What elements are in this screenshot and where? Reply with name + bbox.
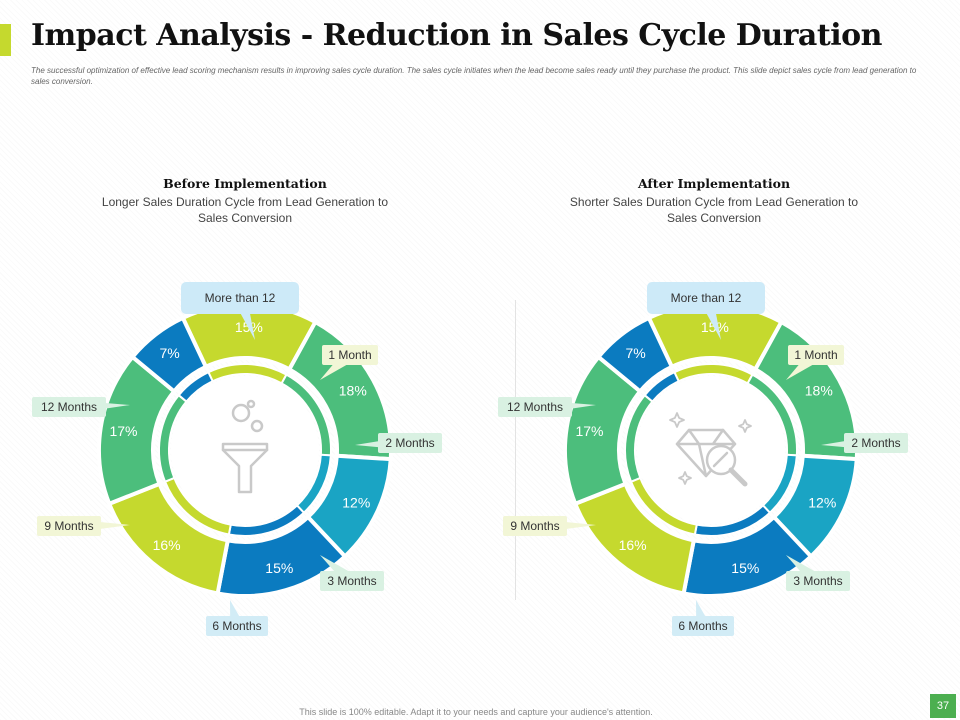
label-box-2-months	[844, 433, 908, 453]
category-label-3-months: 3 Months	[327, 574, 376, 588]
page-description: The successful optimization of effective…	[31, 66, 917, 86]
chart-after-title: After Implementation	[637, 176, 791, 191]
label-box-more-than-12	[181, 282, 299, 314]
label-box-1-month	[322, 345, 378, 365]
label-box-3-months	[786, 571, 850, 591]
category-label-1-month: 1 Month	[794, 348, 837, 362]
slice-more-than-12	[129, 315, 214, 403]
label-box-9-months	[503, 516, 567, 536]
page-title: Impact Analysis - Reduction in Sales Cyc…	[31, 18, 882, 53]
footer-note: This slide is 100% editable. Adapt it to…	[299, 707, 653, 717]
value-label-12-months: 17%	[575, 423, 603, 439]
value-label-2-months: 18%	[339, 383, 367, 399]
title-accent-bar	[0, 24, 11, 56]
value-label-6-months: 15%	[731, 560, 759, 576]
label-box-more-than-12	[647, 282, 765, 314]
category-label-more-than-12: More than 12	[205, 291, 276, 305]
value-label-12-months: 17%	[109, 423, 137, 439]
label-box-12-months	[32, 397, 106, 417]
label-box-3-months	[320, 571, 384, 591]
slice-inner-more-than-12	[643, 370, 680, 403]
slice-more-than-12	[595, 315, 680, 403]
value-label-3-months: 12%	[808, 494, 836, 510]
category-label-3-months: 3 Months	[793, 574, 842, 588]
label-box-9-months	[37, 516, 101, 536]
value-label-more-than-12: 7%	[625, 345, 645, 361]
chart-before-header: Before Implementation Longer Sales Durat…	[95, 176, 395, 226]
funnel-icon	[221, 399, 269, 494]
category-label-2-months: 2 Months	[385, 436, 434, 450]
chart-before-title: Before Implementation	[163, 176, 327, 191]
category-label-more-than-12: More than 12	[671, 291, 742, 305]
label-box-6-months	[672, 616, 734, 636]
value-label-more-than-12: 7%	[159, 345, 179, 361]
category-label-9-months: 9 Months	[510, 519, 559, 533]
slice-3-months	[761, 453, 859, 560]
donut-chart-before: 1 Month 15% 2 Months 18% 3 Months 12% 6 Months…	[32, 282, 442, 636]
label-box-1-month	[788, 345, 844, 365]
slice-inner-more-than-12	[177, 370, 214, 403]
category-label-12-months: 12 Months	[41, 400, 97, 414]
value-label-2-months: 18%	[805, 383, 833, 399]
chart-before-subtitle: Longer Sales Duration Cycle from Lead Ge…	[101, 195, 389, 225]
diamond-search-icon	[669, 412, 752, 487]
label-box-12-months	[498, 397, 572, 417]
category-label-9-months: 9 Months	[44, 519, 93, 533]
category-label-2-months: 2 Months	[851, 436, 900, 450]
donut-chart-after: 1 Month 15% 2 Months 18% 3 Months 12% 6 Months…	[498, 282, 908, 636]
category-label-6-months: 6 Months	[212, 619, 261, 633]
chart-divider	[515, 300, 516, 600]
value-label-9-months: 16%	[619, 537, 647, 553]
label-box-2-months	[378, 433, 442, 453]
category-label-12-months: 12 Months	[507, 400, 563, 414]
chart-after-subtitle: Shorter Sales Duration Cycle from Lead G…	[569, 195, 859, 225]
category-label-6-months: 6 Months	[678, 619, 727, 633]
slice-1-month	[646, 302, 785, 385]
value-label-3-months: 12%	[342, 494, 370, 510]
slice-outer-more-than-12	[129, 315, 209, 395]
label-box-6-months	[206, 616, 268, 636]
page-number: 37	[930, 694, 956, 718]
category-label-1-month: 1 Month	[328, 348, 371, 362]
chart-after-header: After Implementation Shorter Sales Durat…	[564, 176, 864, 226]
value-label-9-months: 16%	[153, 537, 181, 553]
value-label-6-months: 15%	[265, 560, 293, 576]
slice-outer-more-than-12	[595, 315, 675, 395]
